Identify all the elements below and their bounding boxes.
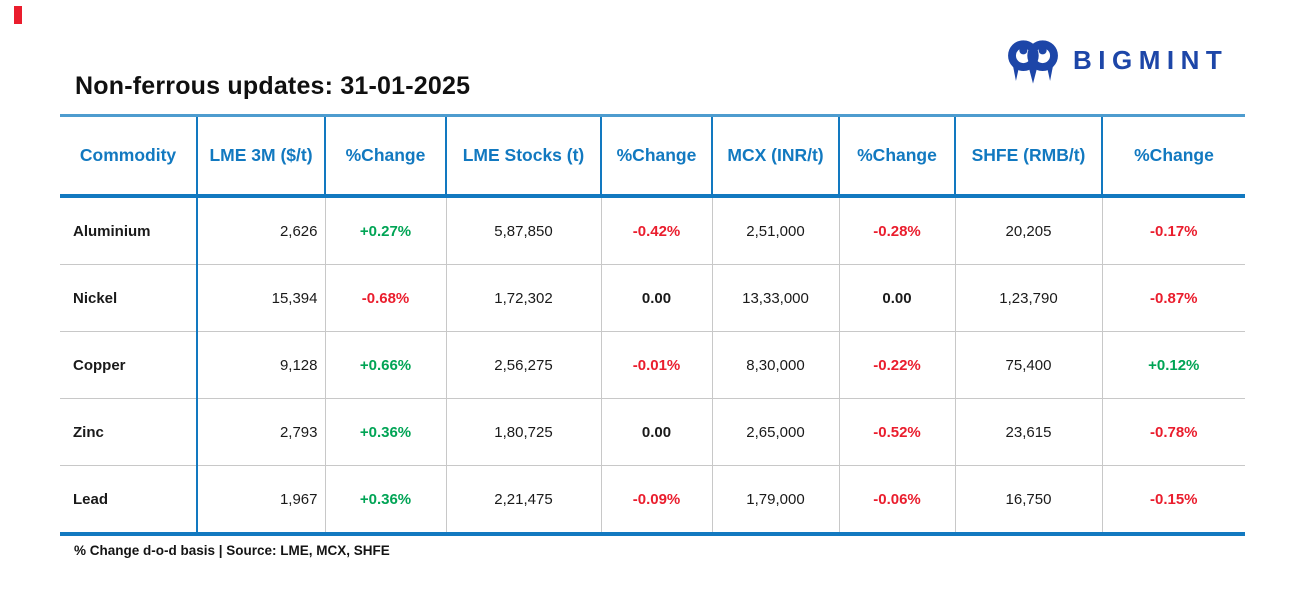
value-cell: 2,626 (197, 196, 326, 265)
change-cell: +0.66% (325, 331, 447, 399)
value-cell: 16,750 (955, 465, 1103, 534)
value-cell: 2,65,000 (712, 398, 840, 466)
bigmint-m-badge-icon (1008, 40, 1058, 84)
change-cell: -0.78% (1149, 423, 1198, 441)
value-cell: 2,793 (197, 398, 326, 466)
table-row: Copper 9,128 +0.66% 2,56,275 -0.01% 8,30,000-… (60, 331, 1245, 399)
change-cell: -0.22% (839, 331, 956, 399)
change-cell: +0.12% (1148, 356, 1200, 374)
brand-logo: BIGMINT (1004, 32, 1228, 88)
column-header: Commodity (60, 115, 198, 196)
change-cell: -0.15% (1149, 490, 1198, 508)
change-cell: -0.52% (839, 398, 956, 466)
change-cell: 0.00 (601, 264, 713, 332)
change-cell: +0.27% (325, 196, 447, 265)
value-cell: 75,400 (955, 331, 1103, 399)
column-header: %Change (325, 115, 447, 196)
brand-name: BIGMINT (1073, 45, 1229, 75)
value-cell: 1,80,725 (446, 398, 602, 466)
change-cell: -0.17% (1149, 222, 1198, 240)
value-cell: 1,967 (197, 465, 326, 534)
change-cell: -0.28% (839, 196, 956, 265)
change-cell: +0.36% (325, 465, 447, 534)
column-header: LME 3M ($/t) (197, 115, 326, 196)
column-header: LME Stocks (t) (446, 115, 602, 196)
value-cell: 1,23,790 (955, 264, 1103, 332)
value-cell: 8,30,000 (712, 331, 840, 399)
change-cell: -0.68% (325, 264, 447, 332)
table-row: Nickel 15,394 -0.68% 1,72,302 0.00 13,33,000 0… (60, 264, 1245, 332)
value-cell: 23,615 (955, 398, 1103, 466)
column-header: %Change (1134, 145, 1214, 165)
commodity-cell: Lead (60, 465, 198, 534)
change-cell: -0.01% (601, 331, 713, 399)
change-cell: 0.00 (601, 398, 713, 466)
value-cell: 13,33,000 (712, 264, 840, 332)
commodity-cell: Nickel (60, 264, 198, 332)
page-title: Non-ferrous updates: 31-01-2025 (75, 72, 471, 100)
change-cell: -0.09% (601, 465, 713, 534)
footer-note: % Change d-o-d basis | Source: LME, MCX,… (74, 543, 390, 558)
table-row: Lead 1,967 +0.36% 2,21,475 -0.09% 1,79,000 -0.… (60, 465, 1245, 534)
value-cell: 1,72,302 (446, 264, 602, 332)
value-cell: 9,128 (197, 331, 326, 399)
column-header: SHFE (RMB/t) (955, 115, 1103, 196)
value-cell: 5,87,850 (446, 196, 602, 265)
commodity-cell: Copper (60, 331, 198, 399)
change-cell: 0.00 (839, 264, 956, 332)
value-cell: 15,394 (197, 264, 326, 332)
red-accent-mark (14, 6, 22, 24)
column-header: %Change (839, 115, 956, 196)
change-cell: +0.36% (325, 398, 447, 466)
value-cell: 2,51,000 (712, 196, 840, 265)
commodity-table: Commodity LME 3M ($/t) %Change LME Stocks (… (60, 114, 1245, 536)
commodity-table-container: Commodity LME 3M ($/t) %Change LME Stocks (… (60, 114, 1245, 536)
table-header: Commodity LME 3M ($/t) %Change LME Stocks (… (60, 115, 1245, 196)
column-header: MCX (INR/t) (712, 115, 840, 196)
value-cell: 1,79,000 (712, 465, 840, 534)
value-cell: 20,205 (955, 196, 1103, 265)
table-body: Aluminium 2,626 +0.27% 5,87,850 -0.42% 2,51,0… (60, 196, 1245, 534)
change-cell: -0.42% (601, 196, 713, 265)
value-cell: 2,21,475 (446, 465, 602, 534)
commodity-cell: Aluminium (60, 196, 198, 265)
change-cell: -0.87% (1149, 289, 1198, 307)
header-row: Commodity LME 3M ($/t) %Change LME Stocks (… (60, 115, 1245, 196)
value-cell: 2,56,275 (446, 331, 602, 399)
table-row: Zinc 2,793 +0.36% 1,80,725 0.00 2,65,000 -0.52… (60, 398, 1245, 466)
column-header: %Change (601, 115, 713, 196)
change-cell: -0.06% (839, 465, 956, 534)
commodity-cell: Zinc (60, 398, 198, 466)
table-row: Aluminium 2,626 +0.27% 5,87,850 -0.42% 2,51,0… (60, 196, 1245, 265)
